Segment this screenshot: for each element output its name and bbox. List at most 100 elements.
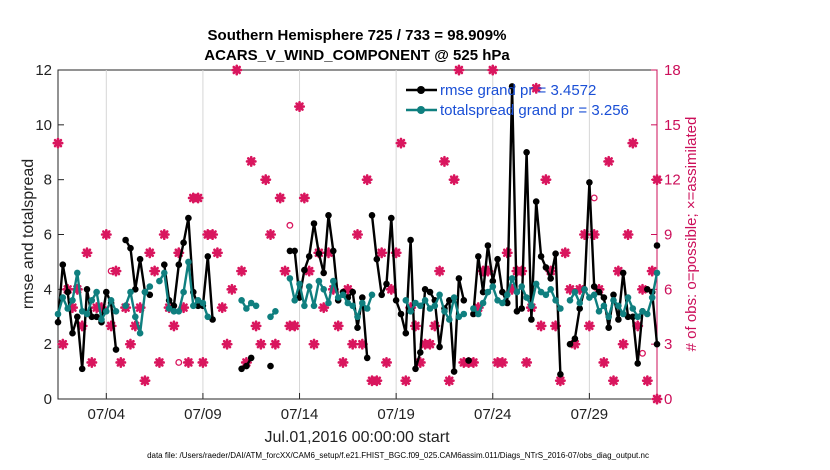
- legend-text-rmse: rmse grand pr = 3.4572: [440, 82, 596, 99]
- obs-assimilated-marker: [158, 229, 170, 240]
- obs-core: [639, 286, 646, 292]
- rmse-point: [499, 288, 506, 296]
- obs-core: [103, 231, 109, 238]
- obs-core: [538, 323, 544, 329]
- rmse-point: [59, 261, 67, 269]
- obs-assimilated-marker: [453, 64, 465, 76]
- y2-tick-label: 0: [664, 391, 672, 408]
- spread-point: [78, 308, 86, 315]
- rmse-point: [170, 302, 178, 310]
- spread-point: [359, 299, 366, 307]
- obs-core: [490, 67, 496, 73]
- spread-point: [441, 308, 448, 315]
- obs-core: [388, 286, 394, 292]
- obs-assimilated-marker: [376, 247, 388, 259]
- obs-assimilated-marker: [424, 338, 436, 350]
- obs-core: [557, 378, 563, 384]
- obs-core: [335, 323, 341, 329]
- rmse-point: [586, 179, 593, 186]
- obs-assimilated-marker: [371, 375, 383, 387]
- legend-marker-spread: [417, 106, 425, 114]
- rmse-point: [590, 283, 598, 290]
- y-tick-label: 12: [35, 62, 52, 79]
- obs-assimilated-marker: [100, 229, 112, 240]
- rmse-point: [547, 275, 554, 282]
- spread-point: [238, 297, 245, 304]
- spread-point: [421, 297, 429, 304]
- spread-point: [571, 288, 579, 296]
- rmse-point: [605, 324, 612, 332]
- obs-assimilated-marker: [231, 64, 243, 76]
- obs-core: [398, 140, 404, 146]
- obs-core: [118, 359, 124, 366]
- obs-assimilated-marker: [332, 320, 344, 332]
- obs-assimilated-marker: [559, 247, 571, 259]
- obs-assimilated-marker: [337, 356, 349, 368]
- rmse-point: [185, 214, 192, 222]
- y2-axis-label: # of obs: o=possible; ×=assimilated: [683, 117, 700, 352]
- obs-assimilated-marker: [409, 320, 421, 332]
- spread-point: [644, 310, 651, 318]
- rmse-point: [470, 310, 477, 318]
- obs-core: [379, 250, 385, 256]
- obs-core: [509, 286, 515, 292]
- rmse-point: [397, 310, 405, 318]
- obs-core: [364, 177, 370, 183]
- series-rmse: [54, 83, 661, 378]
- rmse-point: [238, 365, 245, 373]
- series-spread: [54, 258, 661, 337]
- rmse-point: [475, 253, 482, 260]
- obs-core: [403, 378, 409, 384]
- rmse-point: [69, 329, 76, 337]
- obs-assimilated-marker: [269, 338, 281, 350]
- obs-core: [427, 341, 433, 347]
- y2-tick-label: 18: [664, 62, 681, 79]
- obs-assimilated-marker: [81, 247, 93, 259]
- obs-core: [258, 341, 264, 347]
- obs-core: [499, 359, 506, 366]
- rmse-point: [310, 220, 318, 227]
- obs-assimilated-marker: [535, 320, 547, 332]
- obs-core: [311, 341, 317, 347]
- obs-assimilated-marker: [347, 338, 359, 350]
- rmse-point: [518, 305, 525, 312]
- chart-title: Southern Hemisphere 725 / 733 = 98.909%: [208, 27, 507, 44]
- spread-point: [156, 277, 163, 285]
- spread-point: [141, 288, 149, 296]
- obs-core: [234, 67, 240, 73]
- rmse-point: [494, 255, 501, 263]
- spread-point: [595, 308, 603, 315]
- obs-core: [543, 177, 549, 183]
- rmse-point: [479, 288, 487, 296]
- rmse-point: [634, 360, 641, 367]
- spread-point: [532, 280, 540, 288]
- obs-assimilated-marker: [149, 265, 161, 277]
- legend: rmse grand pr = 3.4572 totalspread grand…: [406, 82, 629, 119]
- obs-assimilated-marker: [289, 320, 301, 332]
- rmse-point: [653, 242, 661, 249]
- obs-core: [446, 378, 452, 384]
- spread-point: [127, 288, 134, 296]
- spread-point: [508, 275, 516, 282]
- spread-point: [537, 288, 545, 296]
- spread-point: [305, 283, 313, 290]
- spread-point: [185, 258, 192, 266]
- spread-point: [586, 294, 593, 301]
- rmse-point: [78, 365, 86, 373]
- obs-assimilated-marker: [617, 338, 629, 350]
- obs-possible-marker: [590, 194, 598, 202]
- spread-point: [243, 305, 250, 312]
- rmse-point: [127, 244, 134, 252]
- rmse-point: [161, 261, 168, 269]
- spread-point: [590, 291, 598, 299]
- obs-core: [161, 231, 167, 238]
- obs-assimilated-marker: [168, 320, 180, 332]
- spread-point: [600, 302, 608, 310]
- x-tick-label: 07/04: [88, 406, 126, 423]
- obs-core: [292, 323, 298, 329]
- obs-core: [185, 359, 192, 366]
- obs-core: [253, 323, 259, 329]
- obs-assimilated-marker: [294, 101, 306, 113]
- y2-tick-label: 12: [664, 172, 681, 189]
